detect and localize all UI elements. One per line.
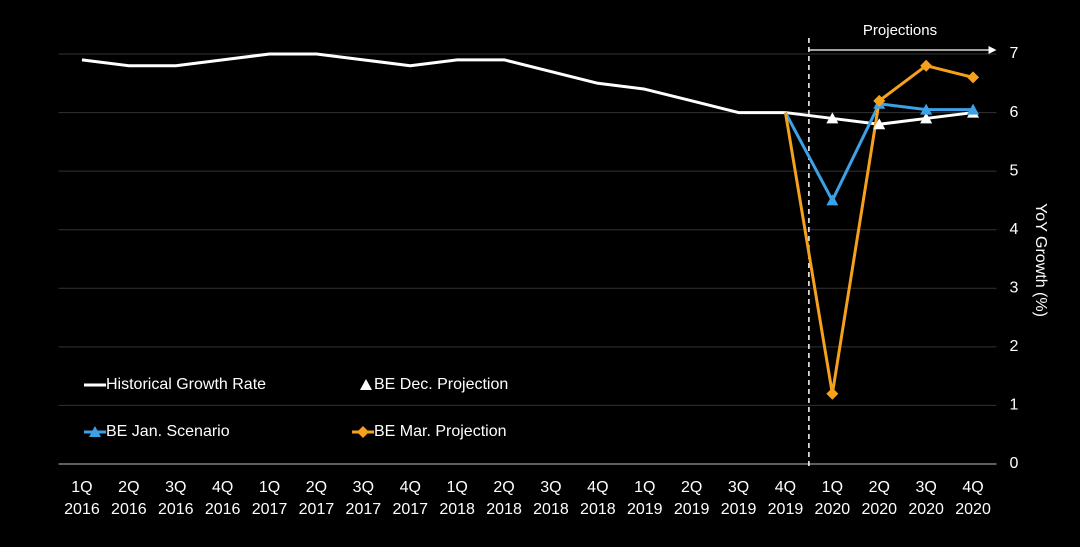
x-tick-label: 3Q 2018 [533,479,569,518]
x-tick-label: 4Q 2019 [768,479,804,518]
series-line [81,52,786,115]
marker [920,59,933,72]
marker [826,194,839,206]
marker [89,426,101,437]
annotation: Projections [863,22,937,39]
legend-label: BE Jan. Scenario [106,423,230,440]
x-tick-label: 1Q 2016 [64,479,100,518]
x-tick-label: 4Q 2016 [205,479,241,518]
y-axis-title: YoY Growth (%) [1032,203,1049,317]
legend-label: BE Mar. Projection [374,423,507,440]
x-tick-label: 4Q 2017 [392,479,428,518]
marker [920,112,933,124]
legend-label: BE Dec. Projection [374,376,508,393]
x-tick-label: 4Q 2020 [955,479,991,518]
marker [967,71,980,84]
y-tick-label: 5 [1010,162,1019,179]
x-tick-label: 2Q 2016 [111,479,147,518]
y-tick-label: 4 [1010,221,1019,238]
x-tick-label: 3Q 2017 [346,479,382,518]
y-tick-label: 7 [1010,45,1019,62]
x-tick-label: 2Q 2017 [299,479,335,518]
x-tick-label: 1Q 2019 [627,479,663,518]
x-tick-label: 4Q 2018 [580,479,616,518]
y-tick-label: 1 [1010,397,1019,414]
x-tick-label: 3Q 2019 [721,479,757,518]
x-tick-label: 2Q 2018 [486,479,522,518]
marker [826,112,839,124]
legend-label: Historical Growth Rate [106,376,266,393]
x-tick-label: 2Q 2020 [861,479,897,518]
marker [360,379,372,390]
marker [873,94,886,107]
x-tick-label: 2Q 2019 [674,479,710,518]
y-tick-label: 3 [1010,280,1019,297]
marker [357,426,369,438]
marker [967,103,980,115]
y-tick-label: 2 [1010,338,1019,355]
marker [873,118,886,130]
y-tick-label: 6 [1010,104,1019,121]
x-tick-label: 1Q 2020 [815,479,851,518]
x-tick-label: 3Q 2020 [908,479,944,518]
marker [920,103,933,115]
x-tick-label: 3Q 2016 [158,479,194,518]
marker [826,387,839,400]
x-tick-label: 1Q 2018 [439,479,475,518]
arrow-head [988,46,997,54]
y-tick-label: 0 [1010,455,1019,472]
x-tick-label: 1Q 2017 [252,479,288,518]
